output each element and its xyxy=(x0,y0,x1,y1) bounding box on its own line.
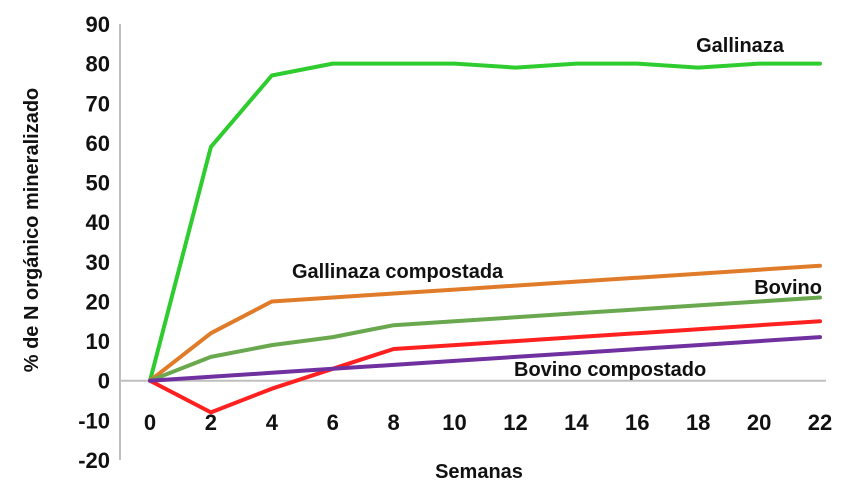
y-tick-label: 10 xyxy=(86,329,110,354)
y-tick-label: 0 xyxy=(98,369,110,394)
series-labels: Gallinaza Gallinaza compostada Bovino Bovin… xyxy=(292,35,822,381)
x-tick-label: 8 xyxy=(388,410,400,435)
y-tick-label: 40 xyxy=(86,210,110,235)
series-line-bovino xyxy=(148,295,822,383)
y-tick-label: -10 xyxy=(78,408,110,433)
series-line-bovino-compostado xyxy=(148,335,822,383)
x-tick-label: 18 xyxy=(686,410,710,435)
x-tick-label: 4 xyxy=(266,410,279,435)
x-tick-label: 0 xyxy=(144,410,156,435)
x-tick-label: 6 xyxy=(327,410,339,435)
y-tick-label: 30 xyxy=(86,250,110,275)
series-label-gallinaza: Gallinaza xyxy=(696,35,785,57)
axes: -20 -10 0 10 20 30 40 50 60 70 80 90 0 2 4 6 8 10 12 14 16 18… xyxy=(78,12,832,473)
y-tick-label: 90 xyxy=(86,12,110,37)
series-label-gallinaza-compostada: Gallinaza compostada xyxy=(292,261,504,283)
series-layer xyxy=(148,61,822,415)
series-line-gallinaza xyxy=(148,61,822,383)
x-tick-label: 12 xyxy=(503,410,527,435)
x-tick-label: 20 xyxy=(747,410,771,435)
y-tick-label: 70 xyxy=(86,91,110,116)
series-line-series-4 xyxy=(148,319,822,415)
series-line-gallinaza-compostada xyxy=(148,263,822,383)
y-axis-title: % de N orgánico mineralizado xyxy=(21,88,43,373)
x-tick-label: 14 xyxy=(564,410,589,435)
series-label-bovino-compostado: Bovino compostado xyxy=(514,359,706,381)
x-axis-title: Semanas xyxy=(435,461,523,483)
x-tick-label: 2 xyxy=(205,410,217,435)
y-tick-label: 80 xyxy=(86,52,110,77)
x-tick-label: 22 xyxy=(808,410,832,435)
y-tick-label: 60 xyxy=(86,131,110,156)
series-label-bovino: Bovino xyxy=(754,277,822,299)
x-tick-label: 16 xyxy=(625,410,649,435)
y-tick-label: 20 xyxy=(86,289,110,314)
y-tick-label: 50 xyxy=(86,171,110,196)
y-tick-label: -20 xyxy=(78,448,110,473)
x-tick-label: 10 xyxy=(442,410,466,435)
